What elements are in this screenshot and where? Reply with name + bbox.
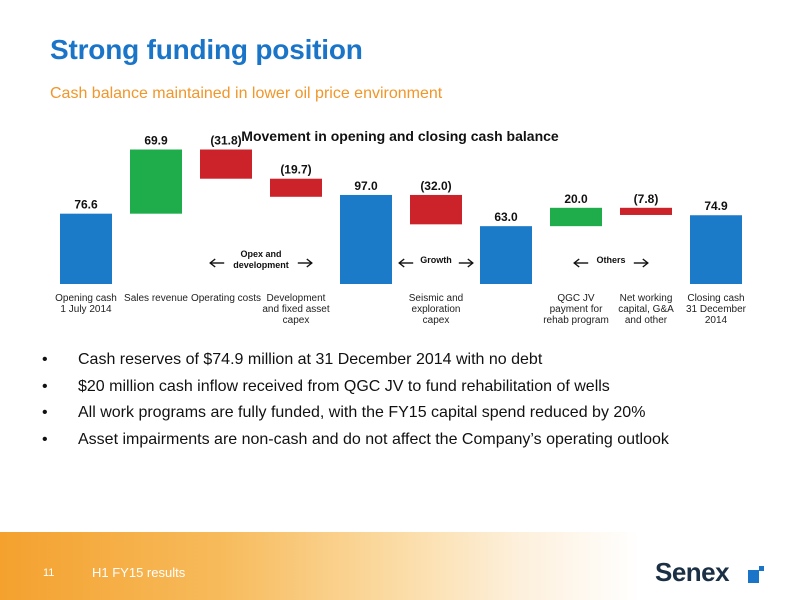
x-tick-label: exploration [412,304,461,315]
x-tick-label: capex [283,315,310,326]
bar-value-label: 97.0 [354,179,378,193]
left-arrowhead-icon [209,258,216,268]
x-tick-label: payment for [550,304,603,315]
bar-value-label: 76.6 [74,198,98,212]
bar-value-label: 63.0 [494,210,518,224]
x-tick-label: Sales revenue [124,293,188,304]
x-tick-label: QGC JV [557,293,595,304]
bullet-symbol: • [42,404,48,421]
bullet-item: • Cash reserves of $74.9 million at 31 De… [42,347,669,374]
bullet-item: • $20 million cash inflow received from Q… [42,374,669,401]
right-arrowhead-icon [467,258,474,268]
group-label: Opex and [240,249,281,259]
bullet-item: • All work programs are fully funded, wit… [42,400,669,427]
bar-value-label: 74.9 [704,199,728,213]
x-tick-label: 31 December [686,304,747,315]
waterfall-bar [270,178,322,197]
bullet-symbol: • [42,377,48,395]
x-tick-label: Operating costs [191,293,261,304]
group-label: development [233,260,289,270]
waterfall-chart: Movement in opening and closing cash bal… [55,128,747,326]
x-tick-label: Net working [620,293,673,304]
page-number: 11 [43,567,55,579]
waterfall-bar [340,194,392,284]
bar-value-label: (32.0) [420,179,451,193]
slide-title: Strong funding position [50,34,363,65]
bullet-symbol: • [42,351,48,368]
waterfall-bar [620,207,672,215]
waterfall-bar [60,213,112,284]
left-arrowhead-icon [573,258,580,268]
logo-text: Senex [655,557,730,587]
bar-value-label: (31.8) [210,134,241,148]
x-tick-label: Opening cash [55,293,117,304]
x-tick-label: Development [267,293,326,304]
bar-value-label: 20.0 [564,192,588,206]
bar-value-label: 69.9 [144,134,168,148]
right-arrowhead-icon [306,258,313,268]
bullet-text: $20 million cash inflow received from QG… [78,377,610,395]
x-tick-label: 2014 [705,315,728,326]
waterfall-bar [410,194,462,225]
bullet-text: Cash reserves of $74.9 million at 31 Dec… [78,351,543,368]
waterfall-bar [550,207,602,227]
bullet-symbol: • [42,430,48,448]
slide-subtitle: Cash balance maintained in lower oil pri… [50,85,443,102]
x-tick-label: and fixed asset [262,304,329,315]
waterfall-bar [690,215,742,284]
left-arrowhead-icon [398,258,405,268]
waterfall-bar [200,149,252,179]
bullet-list: • Cash reserves of $74.9 million at 31 De… [42,347,669,453]
group-label: Growth [420,255,452,265]
x-tick-label: Seismic and [409,293,463,304]
x-tick-label: capital, G&A [618,304,674,315]
x-tick-label: Closing cash [687,293,744,304]
logo-mark-icon [748,566,765,583]
bullet-text: Asset impairments are non-cash and do no… [78,430,669,448]
footer-text: H1 FY15 results [92,565,186,580]
chart-title: Movement in opening and closing cash bal… [241,128,559,144]
x-tick-label: capex [423,315,450,326]
x-tick-label: and other [625,315,668,326]
bullet-item: • Asset impairments are non-cash and do n… [42,427,669,454]
x-tick-label: rehab program [543,315,609,326]
bullet-text: All work programs are fully funded, with… [78,404,646,421]
x-tick-label: 1 July 2014 [60,304,112,315]
waterfall-bar [130,149,182,214]
bar-value-label: (7.8) [634,192,659,206]
waterfall-bar [480,226,532,284]
right-arrowhead-icon [642,258,649,268]
footer-band [0,532,800,600]
bar-value-label: (19.7) [280,163,311,177]
group-label: Others [596,255,625,265]
